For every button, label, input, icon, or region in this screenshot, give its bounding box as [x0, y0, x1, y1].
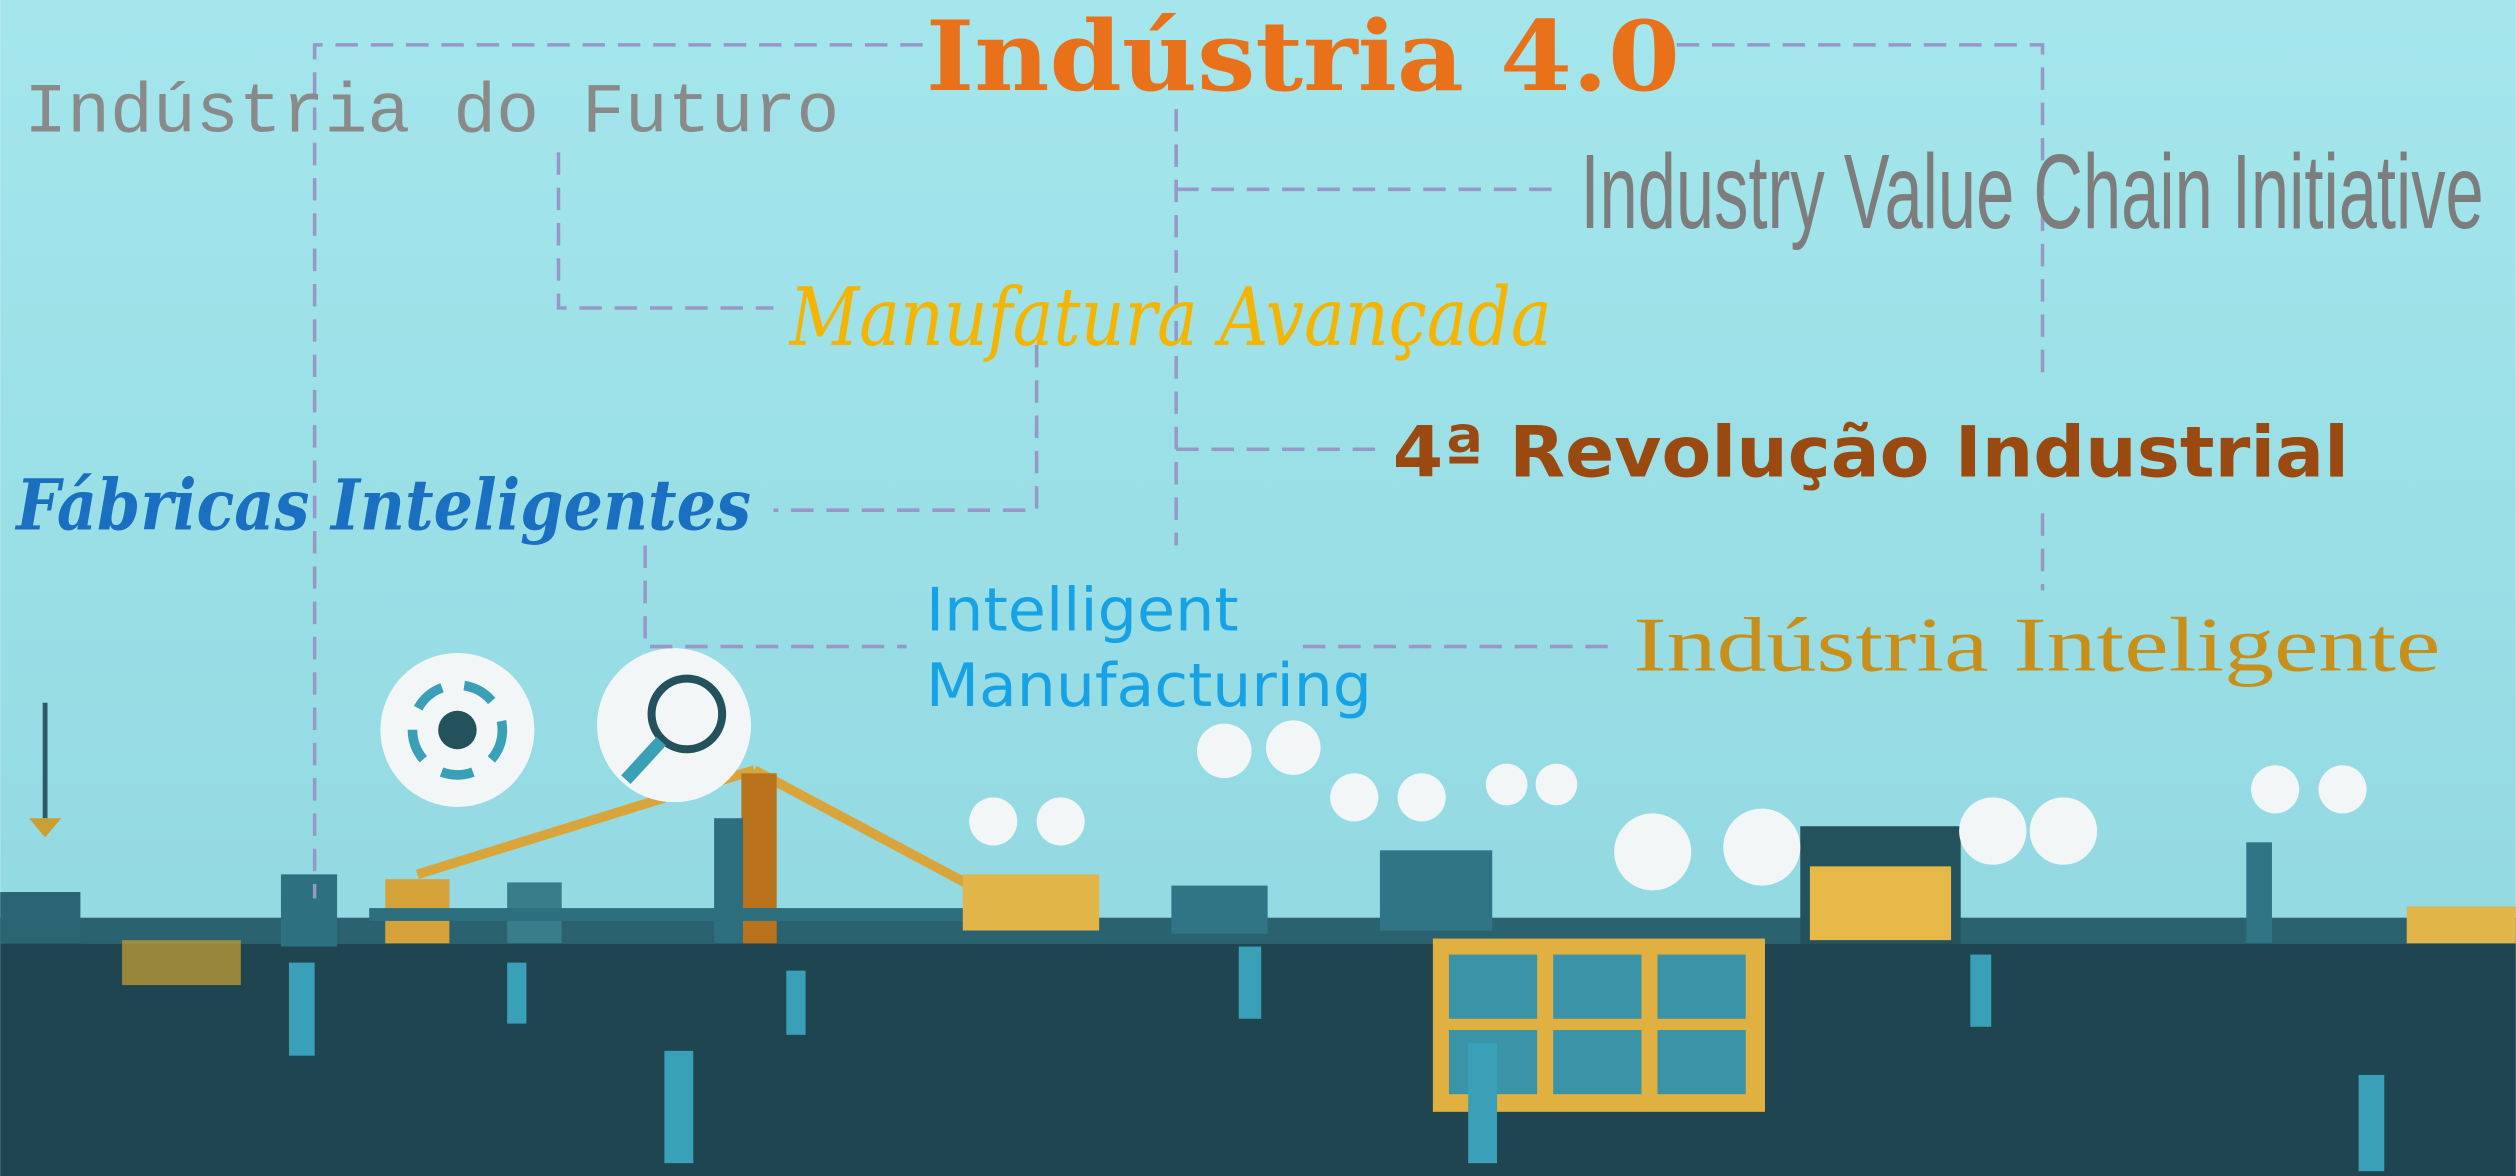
label: Industry Value Chain Initiative [1580, 133, 2483, 251]
connectors [312, 43, 2045, 899]
label: Indústria Inteligente [1633, 602, 2440, 688]
label: Intelligent [926, 576, 1239, 645]
label: Manufacturing [926, 651, 1372, 720]
label: Fábricas Inteligentes [14, 463, 751, 546]
label: 4ª Revolução Industrial [1393, 410, 2349, 493]
label: Manufatura Avançada [788, 271, 1552, 364]
main-title: Indústria 4.0 [926, 0, 1680, 113]
label: Indústria do Futuro [24, 74, 839, 154]
factory-scene [0, 648, 2516, 1176]
